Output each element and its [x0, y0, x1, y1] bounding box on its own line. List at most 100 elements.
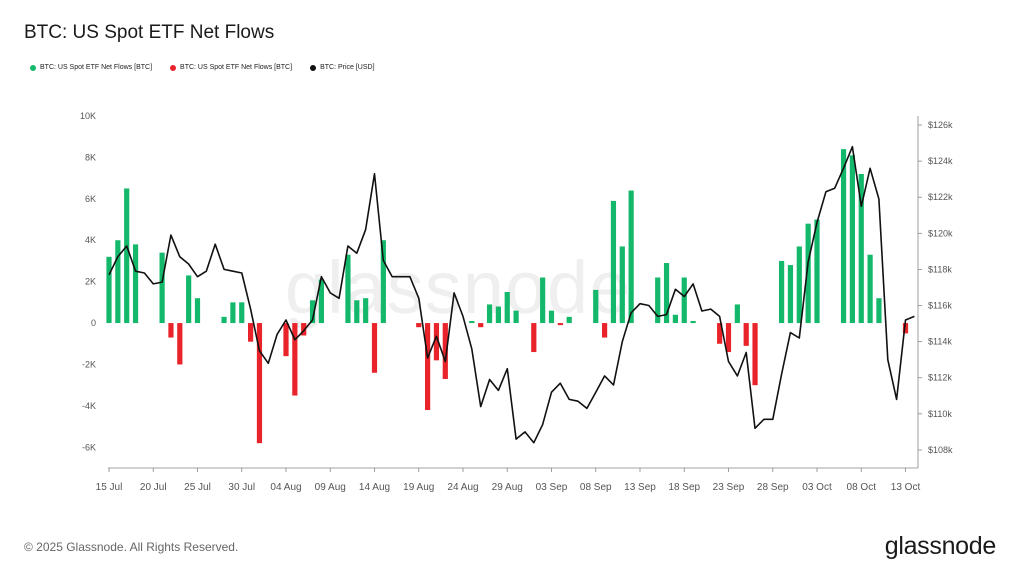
inflow-bar: [814, 219, 820, 324]
inflow-bar: [504, 292, 510, 324]
x-tick-label: 15 Jul: [96, 482, 123, 493]
x-tick-label: 19 Aug: [403, 482, 434, 493]
outflow-bar: [725, 323, 732, 353]
outflow-bar: [602, 323, 608, 338]
outflow-bar: [301, 323, 307, 336]
inflow-bar: [318, 279, 324, 324]
inflow-bar: [486, 304, 493, 324]
inflow-bar: [593, 289, 599, 324]
inflow-bar: [115, 240, 121, 324]
inflow-bar: [619, 246, 625, 324]
inflow-bar: [779, 260, 785, 324]
inflow-bar: [186, 275, 192, 324]
inflow-bar: [159, 252, 165, 324]
outflow-bar: [248, 323, 254, 342]
y-left-tick-label: 10K: [80, 111, 96, 121]
outflow-bar: [531, 323, 537, 353]
inflow-bar: [867, 254, 873, 324]
x-tick-label: 29 Aug: [492, 482, 523, 493]
inflow-bar: [628, 190, 634, 324]
inflow-bar: [230, 302, 236, 324]
outflow-bar: [168, 323, 174, 338]
outflow-bar: [902, 323, 909, 334]
inflow-bar: [566, 316, 572, 324]
y-right-tick-label: $110k: [928, 409, 952, 419]
inflow-bar: [734, 304, 740, 324]
outflow-bar: [283, 323, 289, 357]
x-tick-label: 30 Jul: [228, 482, 255, 493]
x-tick-label: 23 Sep: [713, 482, 745, 493]
chart-title: BTC: US Spot ETF Net Flows: [24, 22, 275, 43]
y-right-tick-label: $126k: [928, 120, 953, 130]
x-tick-label: 09 Aug: [315, 482, 346, 493]
inflow-bar: [858, 173, 864, 324]
x-tick-label: 14 Aug: [359, 482, 390, 493]
legend-inflow-marker: [30, 64, 36, 71]
inflow-bar: [876, 298, 882, 324]
x-tick-label: 24 Aug: [447, 482, 478, 493]
x-tick-label: 03 Sep: [536, 482, 568, 493]
x-tick-label: 13 Sep: [624, 482, 656, 493]
x-tick-label: 08 Sep: [580, 482, 612, 493]
inflow-bar: [221, 316, 227, 324]
inflow-bar: [124, 188, 130, 324]
legend-inflow-label: BTC: US Spot ETF Net Flows [BTC]: [40, 64, 153, 71]
outflow-bar: [442, 323, 448, 379]
legend-item-inflow[interactable]: BTC: US Spot ETF Net Flows [BTC]: [30, 64, 152, 71]
outflow-bar: [256, 323, 263, 444]
y-left-tick-label: 2K: [85, 277, 96, 287]
y-right-tick-label: $118k: [928, 264, 952, 274]
legend-outflow-marker: [170, 64, 177, 71]
inflow-bar: [495, 306, 501, 324]
price-line: [108, 145, 915, 444]
inflow-bar: [690, 320, 696, 324]
outflow-bar: [292, 323, 298, 396]
inflow-bar: [796, 246, 802, 324]
x-tick-label: 25 Jul: [184, 482, 211, 493]
x-tick-label: 13 Oct: [891, 482, 921, 493]
x-tick-label: 03 Oct: [802, 482, 832, 493]
inflow-bar: [663, 263, 670, 324]
outflow-bar: [752, 323, 758, 386]
legend-item-price[interactable]: BTC: Price [USD]: [310, 64, 375, 71]
legend: BTC: US Spot ETF Net Flows [BTC] BTC: US…: [30, 64, 375, 71]
brand-logo: glassnode: [884, 532, 997, 560]
x-tick-label: 28 Sep: [757, 482, 789, 493]
inflow-bar: [849, 155, 855, 324]
inflow-bar: [513, 310, 519, 324]
outflow-bar: [425, 323, 431, 411]
y-right-tick-label: $116k: [928, 301, 952, 311]
inflow-bar: [380, 240, 386, 324]
inflow-bar: [194, 298, 201, 324]
inflow-bar: [309, 300, 316, 324]
y-left-tick-label: 4K: [85, 235, 96, 245]
outflow-bar: [478, 323, 484, 328]
y-right-tick-label: $124k: [928, 156, 953, 166]
y-right-tick-label: $114k: [928, 337, 952, 347]
legend-price-marker: [310, 64, 317, 71]
outflow-bar: [743, 323, 749, 346]
inflow-bar: [354, 300, 360, 324]
y-right-tick-label: $108k: [928, 445, 953, 455]
outflow-bar: [177, 323, 183, 365]
x-tick-label: 08 Oct: [847, 482, 877, 493]
inflow-bar: [655, 277, 661, 324]
outflow-bar: [433, 323, 440, 361]
x-tick-label: 20 Jul: [140, 482, 167, 493]
inflow-bar: [681, 277, 687, 324]
y-right-tick-label: $122k: [928, 192, 953, 202]
inflow-bar: [345, 254, 351, 324]
legend-price-label: BTC: Price [USD]: [320, 64, 375, 71]
x-tick-label: 18 Sep: [668, 482, 700, 493]
inflow-bar: [805, 223, 811, 324]
inflow-bar: [672, 314, 678, 324]
y-left-tick-label: -6K: [82, 442, 96, 452]
inflow-bar: [132, 244, 139, 324]
inflow-bar: [106, 256, 112, 324]
inflow-bar: [610, 200, 617, 324]
legend-item-outflow[interactable]: BTC: US Spot ETF Net Flows [BTC]: [170, 64, 292, 71]
y-right-tick-label: $120k: [928, 228, 953, 238]
outflow-bar: [371, 323, 378, 373]
inflow-bar: [363, 298, 369, 324]
